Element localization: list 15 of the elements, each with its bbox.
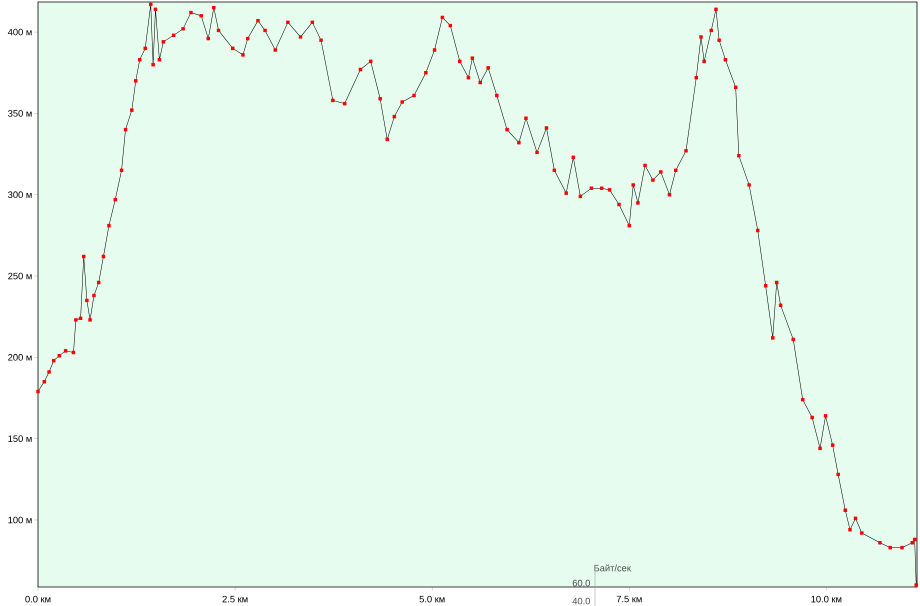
y-tick-label: 150 м [8, 435, 32, 442]
x-tick-label: 2.5 км [222, 596, 248, 602]
x-tick-label: 10.0 км [811, 596, 842, 602]
x-tick-label: 5.0 км [420, 596, 445, 602]
x-tick-label: 0.0 км [25, 596, 50, 602]
y-tick-label: 350 м [8, 110, 32, 117]
x-tick-label: 7.5 км [616, 596, 642, 602]
y-tick-label: 400 м [8, 28, 32, 36]
y-tick-label: 300 м [8, 191, 32, 198]
text: 40.0 [572, 598, 590, 604]
y-tick-label: 100 м [8, 516, 32, 524]
y-tick-label: 250 м [8, 272, 32, 280]
y-tick-label: 200 м [8, 354, 32, 361]
annotation: 60.0 [572, 580, 590, 586]
annotation: Байт/сек [594, 564, 631, 572]
